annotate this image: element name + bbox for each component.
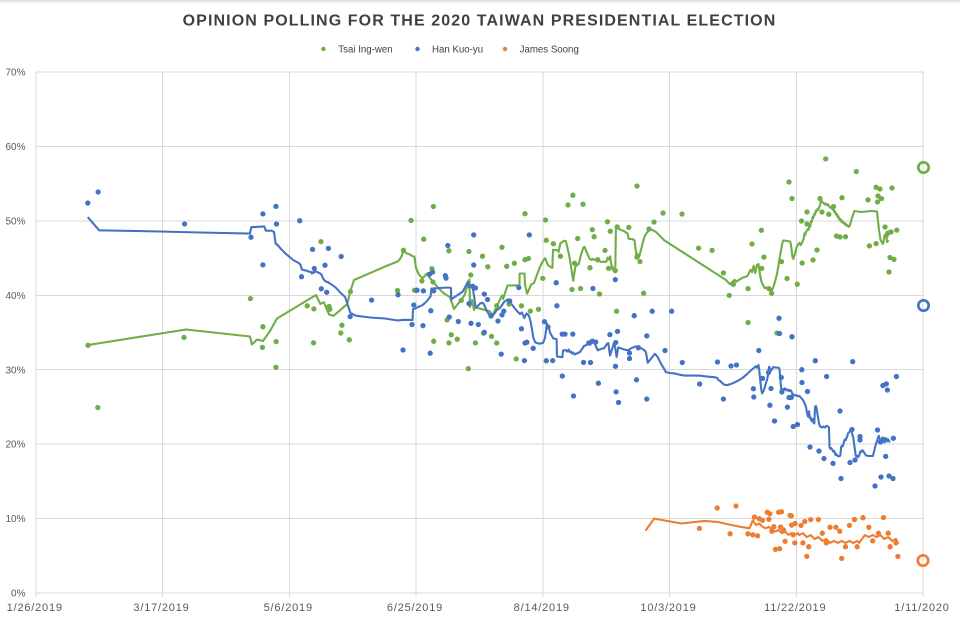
svg-text:50%: 50% — [5, 217, 25, 228]
svg-text:1/26/2019: 1/26/2019 — [7, 602, 63, 614]
svg-text:6/25/2019: 6/25/2019 — [387, 602, 443, 614]
svg-text:0%: 0% — [11, 589, 26, 600]
svg-text:Tsai Ing-wen: Tsai Ing-wen — [338, 45, 392, 56]
svg-text:20%: 20% — [5, 440, 25, 451]
svg-text:60%: 60% — [5, 142, 25, 153]
svg-text:10%: 10% — [5, 514, 25, 525]
svg-text:70%: 70% — [5, 68, 25, 79]
svg-text:3/17/2019: 3/17/2019 — [133, 602, 189, 614]
svg-text:James Soong: James Soong — [520, 45, 579, 56]
svg-text:8/14/2019: 8/14/2019 — [514, 602, 570, 614]
svg-text:30%: 30% — [5, 365, 25, 376]
svg-text:40%: 40% — [5, 291, 25, 302]
svg-text:5/6/2019: 5/6/2019 — [264, 602, 313, 614]
svg-text:1/11/2020: 1/11/2020 — [894, 602, 949, 614]
svg-text:10/3/2019: 10/3/2019 — [640, 602, 696, 614]
svg-text:11/22/2019: 11/22/2019 — [764, 602, 826, 614]
svg-text:OPINION POLLING FOR THE 2020 T: OPINION POLLING FOR THE 2020 TAIWAN PRES… — [183, 13, 777, 30]
svg-text:Han Kuo-yu: Han Kuo-yu — [432, 45, 483, 56]
